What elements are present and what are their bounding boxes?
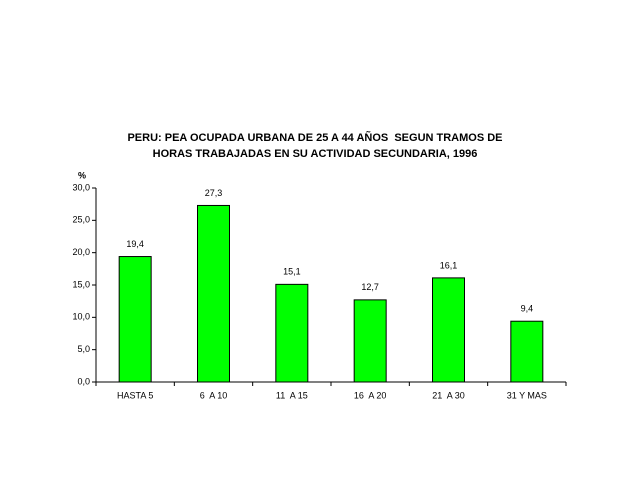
chart-title: PERU: PEA OCUPADA URBANA DE 25 A 44 AÑOS… [127,131,502,144]
bar [118,256,152,383]
data-label: 16,1 [440,260,458,270]
data-label: 12,7 [361,282,379,292]
y-tick-label: 5,0 [77,344,90,354]
y-tick-label: 25,0 [72,215,90,225]
x-tick-label: 31 Y MAS [507,390,547,400]
x-tick-label: 16 A 20 [354,390,387,400]
x-tick-label: 11 A 15 [276,390,308,400]
y-tick-label: 0,0 [77,376,90,386]
bar [432,277,465,383]
x-tick-label: HASTA 5 [117,390,153,400]
y-tick-label: 30,0 [72,182,90,192]
y-tick-label: 10,0 [72,312,90,322]
y-axis-label: % [78,170,86,180]
bar [353,299,387,383]
data-label: 9,4 [521,304,534,314]
x-tick-label: 21 A 30 [432,390,465,400]
data-label: 19,4 [126,239,144,249]
data-label: 15,1 [283,267,301,277]
data-label: 27,3 [205,188,223,198]
y-tick-label: 15,0 [72,279,90,289]
y-tick-label: 20,0 [72,247,90,257]
x-tick-label: 6 A 10 [200,390,228,400]
bar [275,283,309,383]
chart-title: HORAS TRABAJADAS EN SU ACTIVIDAD SECUNDA… [153,148,478,160]
bar [510,320,544,383]
bar [197,204,230,383]
